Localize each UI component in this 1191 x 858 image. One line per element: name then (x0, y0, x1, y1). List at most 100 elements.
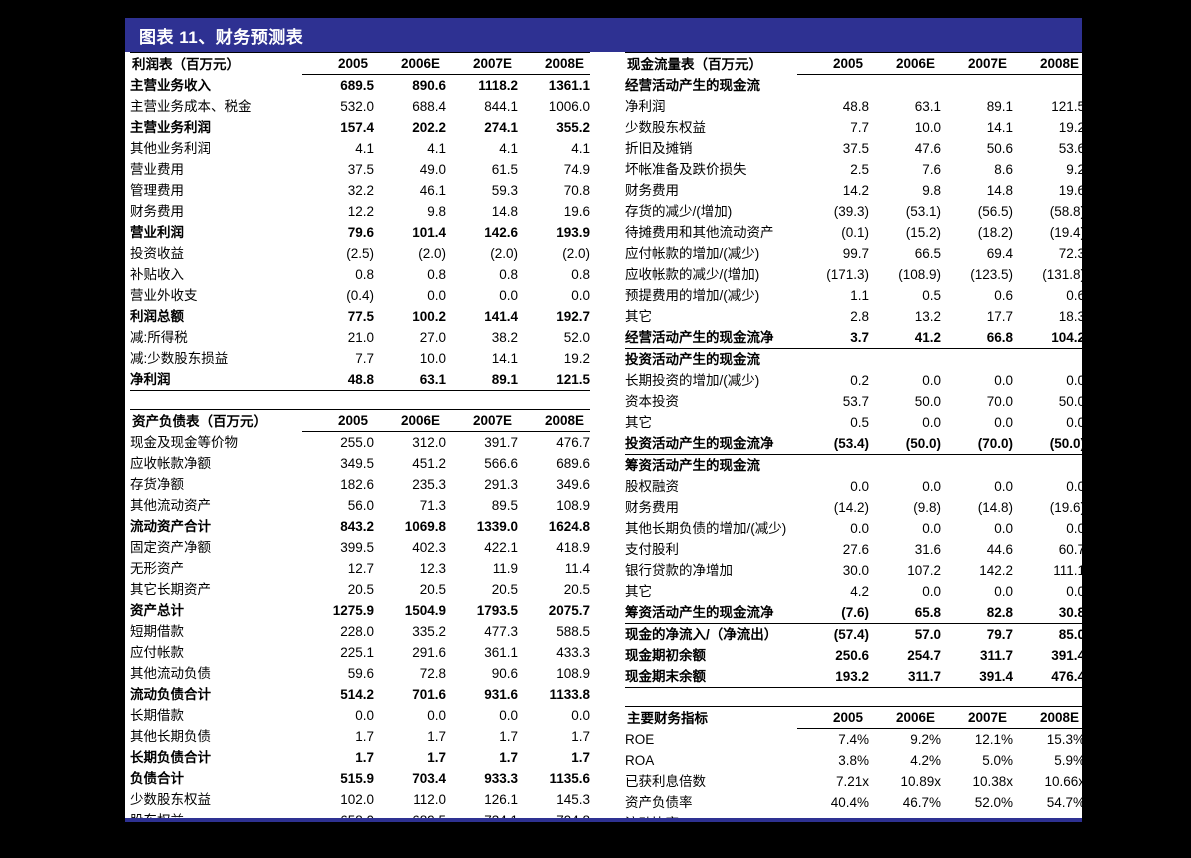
cell-2007E: 0.0 (994, 584, 1013, 599)
balance-sheet-body: 资产负债表（百万元） 2005 2006E 2007E 2008E 现金及现金等价物 255… (130, 409, 590, 853)
table-row: 股权融资 0.0 0.0 0.0 0.0 (625, 476, 1085, 497)
table-row: 筹资活动产生的现金流净 (7.6) 65.8 82.8 30.8 (625, 602, 1085, 624)
table-row: 经营活动产生的现金流净 3.7 41.2 66.8 104.2 (625, 327, 1085, 349)
cell-2007E: (2.0) (490, 246, 518, 261)
cell-2006E: 1069.8 (404, 519, 446, 534)
cell-2008E: 54.7% (1046, 795, 1085, 810)
row-label: 已获利息倍数 (625, 774, 706, 789)
row-label: 坏帐准备及跌价损失 (625, 162, 747, 177)
cell-2007E: (14.8) (977, 500, 1013, 515)
table-row: 补贴收入 0.8 0.8 0.8 0.8 (130, 264, 590, 285)
row-label: 资本投资 (625, 394, 679, 409)
cell-2006E: 0.0 (922, 584, 941, 599)
cell-2006E: 254.7 (907, 648, 941, 663)
table-row: 流动资产合计 843.2 1069.8 1339.0 1624.8 (130, 516, 590, 537)
row-label: ROE (625, 732, 655, 747)
cell-2008E: 19.2 (563, 351, 590, 366)
row-label: 其它 (625, 309, 652, 324)
table-row: 其他长期负债的增加/(减少) 0.0 0.0 0.0 0.0 (625, 518, 1085, 539)
cell-2005: 4.2 (850, 584, 869, 599)
row-label: 财务费用 (625, 500, 679, 515)
cell-2005: 27.6 (842, 542, 869, 557)
cell-2008E: 192.7 (556, 309, 590, 324)
row-label: 其他流动资产 (130, 498, 211, 513)
table-row: 营业费用 37.5 49.0 61.5 74.9 (130, 159, 590, 180)
cell-2005: 32.2 (347, 183, 374, 198)
cell-2007E: (70.0) (941, 433, 1013, 455)
cell-2008E: (58.8) (1049, 204, 1085, 219)
table-row: 其他业务利润 4.1 4.1 4.1 4.1 (130, 138, 590, 159)
row-label: 少数股东权益 (130, 792, 211, 807)
row-label: 无形资产 (130, 561, 184, 576)
row-label: 存货净额 (130, 477, 184, 492)
cell-2005: 40.4% (830, 795, 869, 810)
cell-2008E: 689.6 (556, 456, 590, 471)
table-row: 财务费用 (14.2) (9.8) (14.8) (19.6) (625, 497, 1085, 518)
cell-2008E: 72.3 (1058, 246, 1085, 261)
cell-2005: 2.5 (850, 162, 869, 177)
table-row: 无形资产 12.7 12.3 11.9 11.4 (130, 558, 590, 579)
cell-2006E: 13.2 (914, 309, 941, 324)
row-label: 折旧及摊销 (625, 141, 693, 156)
cell-2006E: 4.1 (427, 141, 446, 156)
cell-2008E: 0.6 (1066, 288, 1085, 303)
table-row: 净利润 48.8 63.1 89.1 121.5 (625, 96, 1085, 117)
cell-2005: 7.21x (835, 774, 869, 789)
table-row: 投资活动产生的现金流 (625, 349, 1085, 371)
row-label: 现金及现金等价物 (130, 435, 238, 450)
cell-2008E: 0.0 (1066, 415, 1085, 430)
cell-2008E: 19.6 (1058, 183, 1085, 198)
cell-2007E: 23.5% (974, 837, 1013, 852)
cell-2005: (171.3) (826, 267, 869, 282)
table-title: 现金流量表（百万元） (625, 52, 797, 75)
table-header-row: 资产负债表（百万元） 2005 2006E 2007E 2008E (130, 409, 590, 432)
table-header-row: 利润表（百万元） 2005 2006E 2007E 2008E (130, 52, 590, 75)
cell-2006E: 1504.9 (374, 831, 446, 853)
table-header-row: 现金流量表（百万元） 2005 2006E 2007E 2008E (625, 52, 1085, 75)
table-row: 折旧及摊销 37.5 47.6 50.6 53.6 (625, 138, 1085, 159)
cell-2007E: 70.0 (986, 394, 1013, 409)
cell-2008E: 19.2 (1058, 120, 1085, 135)
table-row: 固定资产/总资产 31.3% 26.7% 23.5% 20.2% (625, 834, 1085, 855)
cell-2007E: 61.5 (491, 162, 518, 177)
cell-2006E: 63.1 (914, 99, 941, 114)
key-metrics-table: 主要财务指标 2005 2006E 2007E 2008E ROE 7.4% 9.2% 12.1… (625, 706, 1085, 855)
cell-2008E: 0.0 (1066, 584, 1085, 599)
row-label: 筹资活动产生的现金流净 (625, 602, 797, 624)
cell-2006E: 402.3 (412, 540, 446, 555)
row-label: 应收帐款的减少/(增加) (625, 267, 760, 282)
cell-2006E: 10.89x (900, 774, 941, 789)
cell-2006E: 7.6 (922, 162, 941, 177)
cell-2008E: 20.5 (563, 582, 590, 597)
cell-2005: 0.8 (355, 267, 374, 282)
cell-2008E: 108.9 (556, 498, 590, 513)
cell-2008E: 121.5 (518, 369, 590, 391)
cell-2007E: 12.1% (974, 732, 1013, 747)
column-header-year-2006E: 2006E (374, 52, 446, 75)
cell-2007E: 844.1 (484, 99, 518, 114)
cell-2005: 20.5 (347, 582, 374, 597)
cell-2006E: 112.0 (413, 792, 446, 807)
cell-2006E: 63.1 (374, 369, 446, 391)
table-row: ROE 7.4% 9.2% 12.1% 15.3% (625, 729, 1085, 751)
cell-2007E: (56.5) (977, 204, 1013, 219)
row-label: 股权融资 (625, 479, 679, 494)
cell-2007E: 11.9 (492, 561, 518, 576)
table-row: 净利润 48.8 63.1 89.1 121.5 (130, 369, 590, 391)
cell-2007E: 44.6 (986, 542, 1013, 557)
cell-2005: 0.5 (850, 415, 869, 430)
cell-2005: 532.0 (340, 99, 374, 114)
table-row: 坏帐准备及跌价损失 2.5 7.6 8.6 9.2 (625, 159, 1085, 180)
cell-2005: 4.1 (355, 141, 374, 156)
cell-2005: (0.4) (346, 288, 374, 303)
cell-2006E: 20.5 (419, 582, 446, 597)
table-row: 资本投资 53.7 50.0 70.0 50.0 (625, 391, 1085, 412)
cell-2005: 1275.9 (302, 831, 374, 853)
cell-2007E: 361.1 (484, 645, 518, 660)
cell-2008E: 1006.0 (548, 99, 590, 114)
cash-flow-body: 现金流量表（百万元） 2005 2006E 2007E 2008E 经营活动产生的现金流净… (625, 52, 1085, 688)
cell-2008E: 0.8 (571, 267, 590, 282)
row-label: 其它 (625, 584, 652, 599)
cell-2007E: 0.0 (994, 373, 1013, 388)
cell-2008E: 74.9 (563, 162, 590, 177)
